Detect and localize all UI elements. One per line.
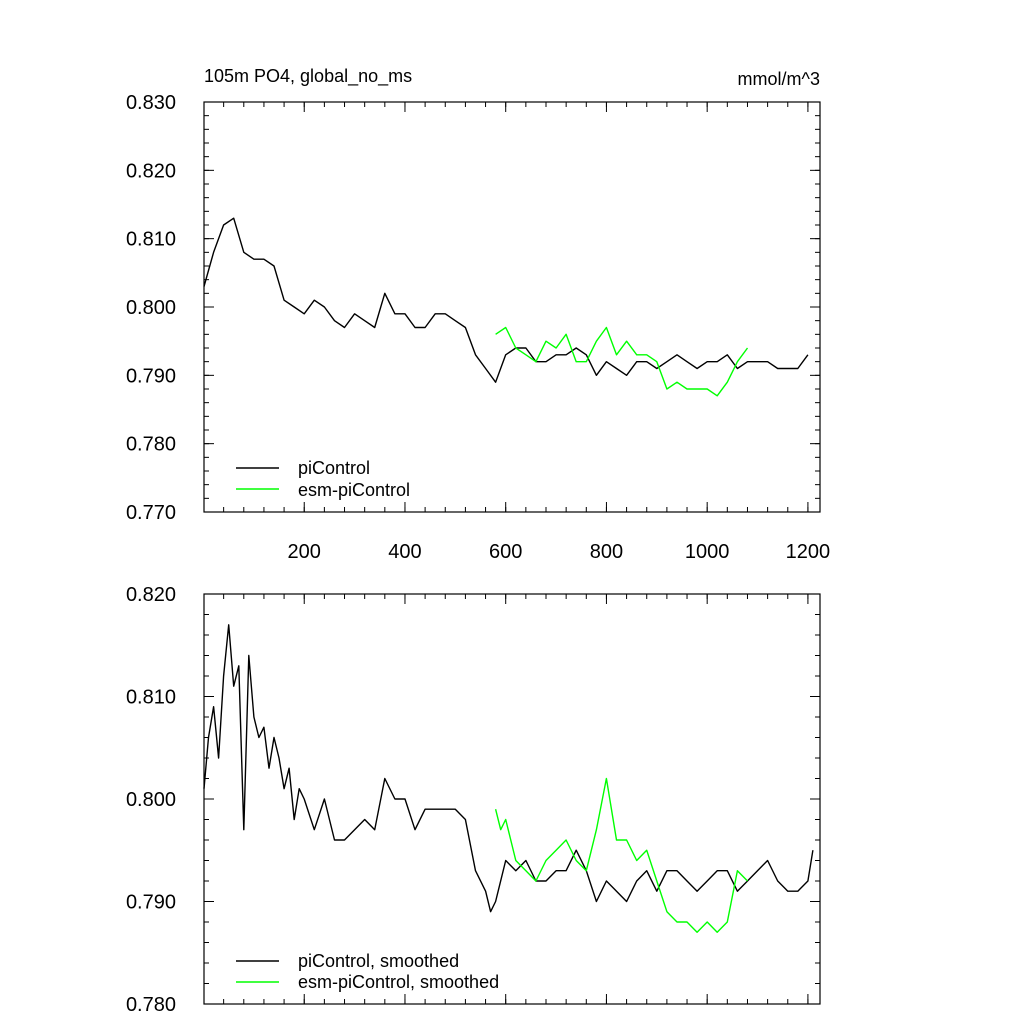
y-tick-label: 0.820: [126, 160, 176, 182]
y-tick-label: 0.770: [126, 502, 176, 524]
x-tick-label: 400: [388, 541, 421, 563]
bottom-chart-panel: 0.780 0.790 0.800 0.810 0.820 piControl, smo…: [126, 584, 821, 1016]
y-tick-label: 0.780: [126, 994, 176, 1016]
y-tick-label: 0.790: [126, 365, 176, 387]
y-tick-label: 0.780: [126, 434, 176, 456]
top-series-layer: [203, 217, 809, 397]
top-chart-panel: 105m PO4, global_no_ms mmol/m^3 0.7700.7…: [126, 66, 830, 563]
x-tick-label: 200: [288, 541, 321, 563]
y-tick-label: 0.790: [126, 892, 176, 914]
series-line-0-1: [495, 326, 749, 397]
series-line-1-0: [203, 624, 814, 913]
series-line-0-0: [203, 217, 809, 383]
x-tick-label: 800: [590, 541, 623, 563]
series-line-1-1: [494, 777, 748, 933]
top-legend: piControl esm-piControl: [236, 458, 410, 500]
x-tick-label: 600: [489, 541, 522, 563]
top-plot-frame: [203, 101, 821, 513]
x-tick-label: 1000: [685, 541, 730, 563]
y-tick-label: 0.800: [126, 297, 176, 319]
y-tick-label: 0.830: [126, 92, 176, 114]
legend-label-picontrol-smoothed: piControl, smoothed: [298, 951, 459, 971]
bottom-legend: piControl, smoothed esm-piControl, smoot…: [236, 951, 499, 992]
legend-label-esm-picontrol: esm-piControl: [298, 480, 410, 500]
x-tick-label: 1200: [786, 541, 831, 563]
bottom-series-layer: [203, 624, 814, 933]
y-tick-label: 0.810: [126, 229, 176, 251]
chart-title: 105m PO4, global_no_ms: [204, 66, 412, 87]
y-tick-label: 0.810: [126, 687, 176, 709]
y-tick-label: 0.820: [126, 584, 176, 606]
chart-units-label: mmol/m^3: [738, 69, 820, 89]
bottom-plot-frame: [203, 593, 821, 1005]
y-tick-label: 0.800: [126, 789, 176, 811]
legend-label-picontrol: piControl: [298, 458, 370, 478]
top-ticks-layer: 0.770 0.780 0.790 0.800 0.810 0.820 0.830 200 40…: [126, 92, 830, 563]
legend-label-esm-picontrol-smoothed: esm-piControl, smoothed: [298, 972, 499, 992]
bottom-ticks-layer: 0.780 0.790 0.800 0.810 0.820: [126, 584, 820, 1016]
